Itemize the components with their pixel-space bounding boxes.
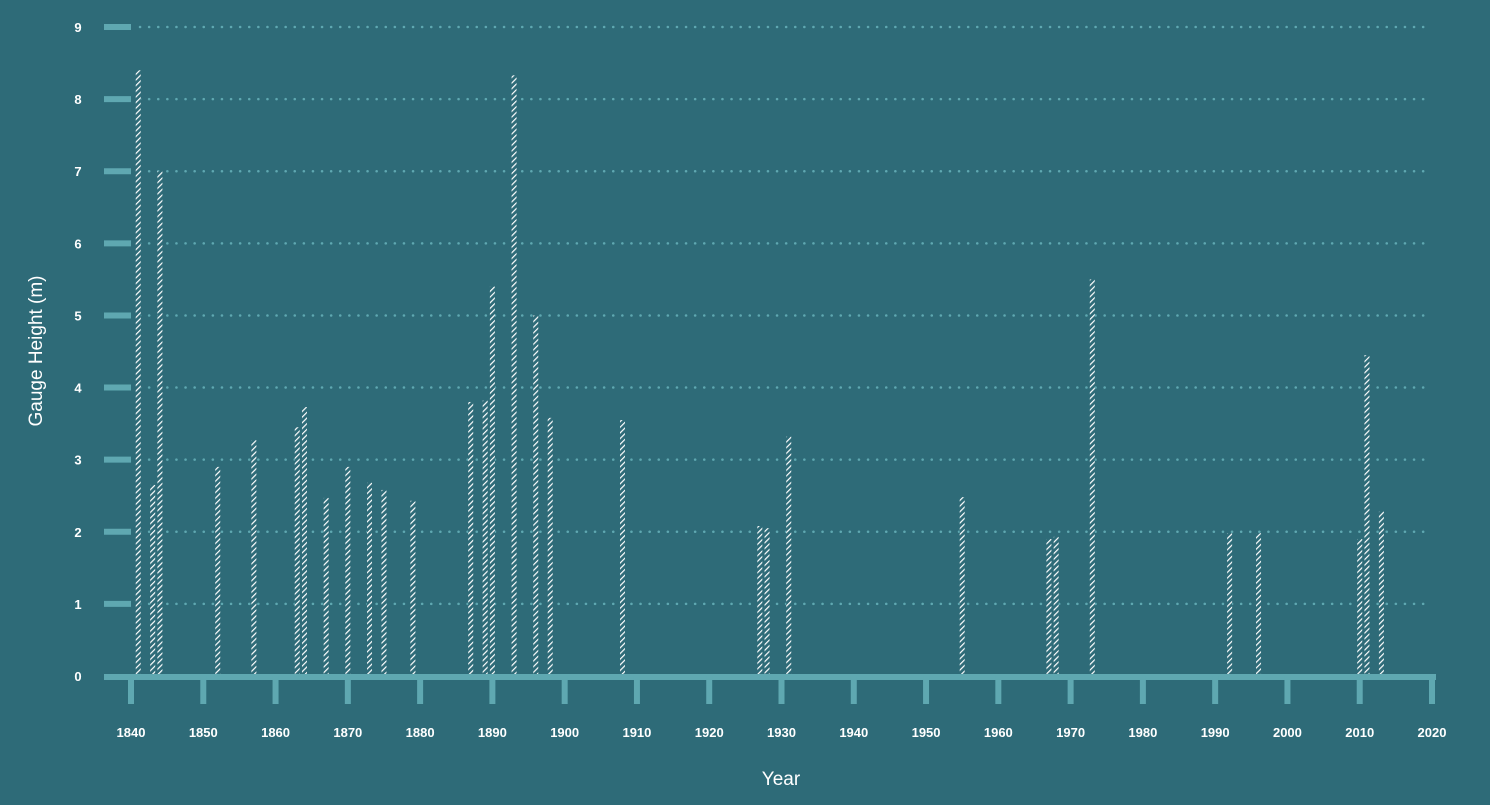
x-tick-label: 1970: [1056, 725, 1085, 740]
y-tick-label: 0: [74, 669, 81, 684]
y-axis: 0 1 2 3 4 5 6 7 8 9: [74, 20, 131, 684]
bar-1967: [1046, 538, 1052, 676]
bar-1908: [619, 420, 625, 676]
bar-1863: [294, 427, 300, 676]
bar-2010: [1357, 538, 1363, 676]
bar-1870: [345, 466, 351, 676]
y-tick-label: 7: [74, 164, 81, 179]
y-tick-label: 1: [74, 597, 81, 612]
x-tick-label: 2020: [1418, 725, 1447, 740]
bar-1898: [547, 417, 553, 676]
bar-2013: [1378, 511, 1384, 676]
y-axis-title: Gauge Height (m): [26, 275, 47, 426]
bar-1927: [757, 526, 763, 676]
bar-2011: [1364, 355, 1370, 676]
x-tick-label: 2010: [1345, 725, 1374, 740]
x-tick-label: 1870: [333, 725, 362, 740]
y-tick-label: 6: [74, 236, 81, 251]
x-tick-label: 1890: [478, 725, 507, 740]
x-axis: 1840 1850 1860 1870 1880 1890 1900 1910 1920 1930…: [104, 674, 1447, 740]
y-tick-label: 9: [74, 20, 81, 35]
bar-1857: [251, 440, 257, 676]
bar-1955: [959, 497, 965, 676]
x-tick-label: 1880: [406, 725, 435, 740]
bar-1852: [215, 466, 221, 676]
bar-1973: [1089, 279, 1095, 676]
x-tick-label: 1980: [1128, 725, 1157, 740]
bar-1996: [1256, 533, 1262, 676]
bar-1867: [323, 497, 329, 676]
bar-1992: [1227, 533, 1233, 676]
x-tick-label: 1850: [189, 725, 218, 740]
x-tick-label: 1950: [912, 725, 941, 740]
x-tick-label: 2000: [1273, 725, 1302, 740]
bar-1889: [482, 400, 488, 676]
bar-1879: [410, 500, 416, 676]
y-tick-label: 2: [74, 525, 81, 540]
bar-1928: [764, 528, 770, 676]
bar-1873: [367, 482, 373, 676]
bar-1896: [533, 315, 539, 676]
x-axis-title: Year: [762, 769, 801, 790]
x-tick-label: 1920: [695, 725, 724, 740]
bar-1968: [1053, 536, 1059, 676]
bar-1890: [489, 286, 495, 676]
x-tick-label: 1960: [984, 725, 1013, 740]
bar-1875: [381, 489, 387, 676]
bar-1887: [468, 401, 474, 676]
gridlines: [138, 25, 1434, 606]
bars: [135, 70, 1384, 677]
x-tick-label: 1860: [261, 725, 290, 740]
bar-1893: [511, 75, 517, 676]
bar-1841: [135, 70, 141, 677]
bar-1844: [157, 171, 163, 676]
bar-1843: [150, 484, 156, 676]
y-tick-label: 4: [74, 381, 82, 396]
x-tick-label: 1840: [117, 725, 146, 740]
x-tick-label: 1910: [622, 725, 651, 740]
x-tick-label: 1990: [1201, 725, 1230, 740]
x-tick-label: 1930: [767, 725, 796, 740]
x-tick-label: 1940: [839, 725, 868, 740]
y-tick-label: 8: [74, 92, 81, 107]
y-tick-label: 3: [74, 453, 81, 468]
bar-1931: [786, 436, 792, 676]
y-tick-label: 5: [74, 308, 81, 323]
x-tick-label: 1900: [550, 725, 579, 740]
bar-1864: [301, 407, 307, 676]
